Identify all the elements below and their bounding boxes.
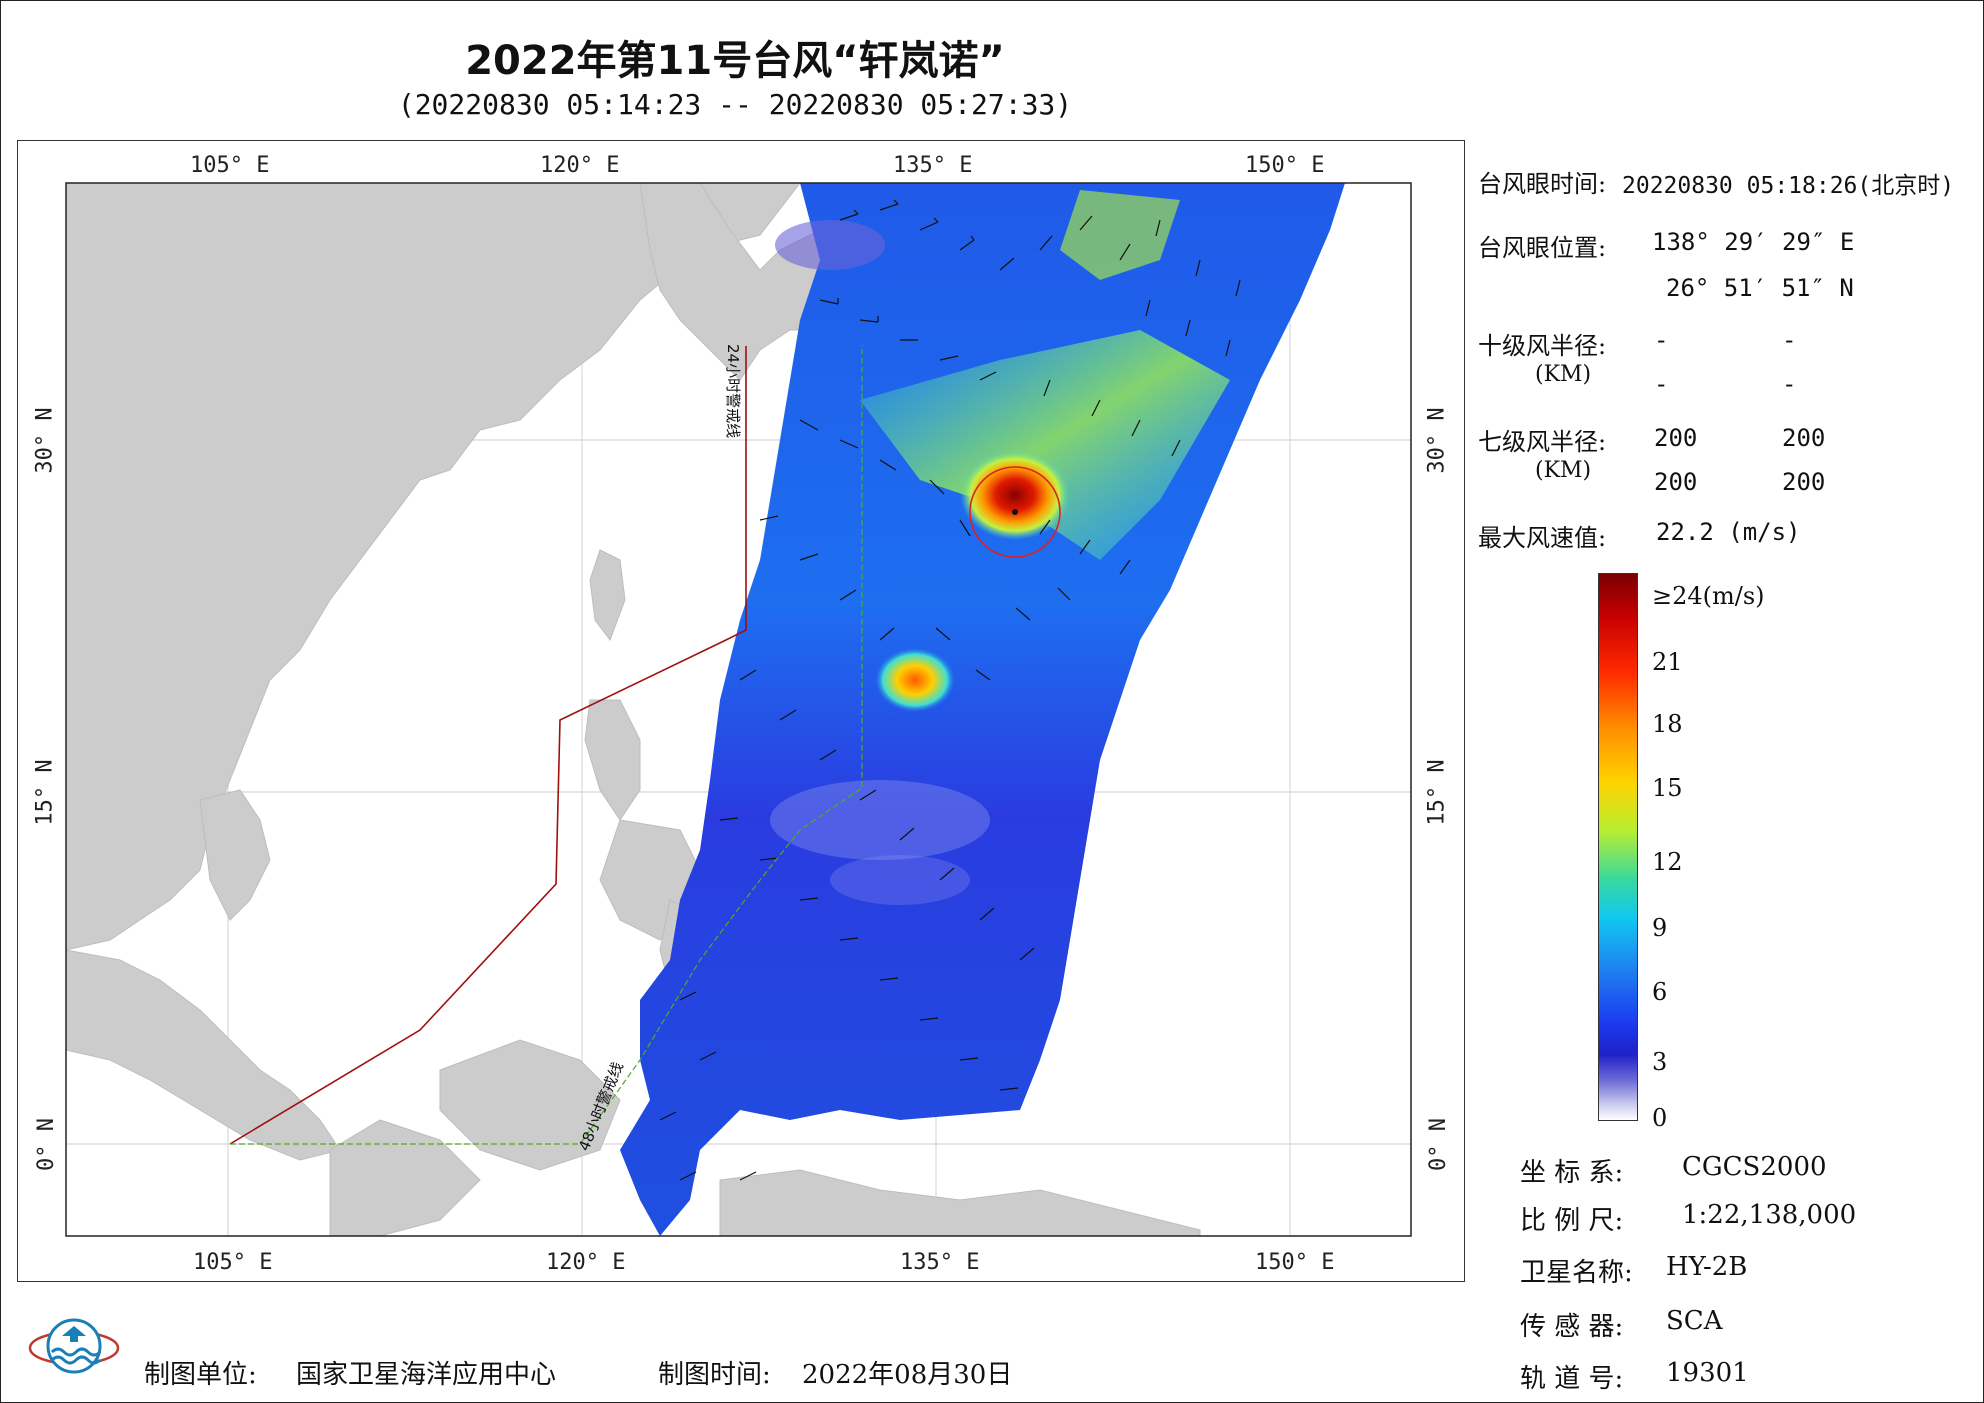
- nsoas-logo-icon: [28, 1318, 120, 1374]
- r10-value-1: -: [1654, 326, 1669, 354]
- colorbar-label-12: 12: [1652, 848, 1683, 876]
- colorbar-label-18: 18: [1652, 710, 1683, 738]
- r7-label: 七级风半径:: [1478, 428, 1607, 456]
- warning-line-24h: [229, 346, 747, 1145]
- wind-swath: [620, 183, 1345, 1236]
- colorbar-label-0: 0: [1652, 1104, 1668, 1132]
- lat-label-right-0: 0° N: [1425, 1118, 1451, 1171]
- orbit-label: 轨 道 号:: [1520, 1364, 1624, 1394]
- sensor-value: SCA: [1666, 1306, 1723, 1336]
- r10-km-label: (KM): [1535, 362, 1592, 387]
- orbit-value: 19301: [1666, 1358, 1749, 1388]
- r7-value-2: 200: [1782, 424, 1826, 452]
- eye-longitude: 138° 29′ 29″ E: [1652, 228, 1855, 256]
- lat-label-left-30: 30° N: [32, 407, 58, 474]
- colorbar-label-3: 3: [1652, 1048, 1668, 1076]
- typhoon-eye-circle: [969, 466, 1061, 558]
- r7-value-3: 200: [1654, 468, 1698, 496]
- eye-latitude: 26° 51′ 51″ N: [1666, 274, 1854, 302]
- wind-speed-colorbar: [1598, 573, 1638, 1121]
- warning-label-24h: 24小时警戒线: [724, 344, 742, 438]
- wind-barbs: [659, 199, 1241, 1181]
- max-wind-value: 22.2 (m/s): [1656, 518, 1801, 546]
- satellite-label: 卫星名称:: [1520, 1258, 1633, 1288]
- lon-label-top-135: 135° E: [893, 153, 973, 178]
- r10-value-3: -: [1654, 370, 1669, 398]
- map-title: 2022年第11号台风“轩岚诺”: [465, 38, 1005, 84]
- date-label: 制图时间:: [658, 1360, 771, 1390]
- lat-label-left-15: 15° N: [32, 759, 58, 826]
- producer-value: 国家卫星海洋应用中心: [296, 1360, 557, 1390]
- lat-label-left-0: 0° N: [33, 1118, 59, 1171]
- lon-label-bottom-120: 120° E: [546, 1250, 626, 1275]
- eye-time-label: 台风眼时间:: [1478, 170, 1607, 198]
- coord-system-value: CGCS2000: [1682, 1152, 1827, 1182]
- r7-km-label: (KM): [1535, 458, 1592, 483]
- r10-value-2: -: [1782, 326, 1797, 354]
- coord-system-label: 坐 标 系:: [1520, 1158, 1624, 1188]
- scale-value: 1:22,138,000: [1682, 1200, 1857, 1230]
- lon-label-bottom-135: 135° E: [900, 1250, 980, 1275]
- sensor-label: 传 感 器:: [1520, 1312, 1624, 1342]
- lon-label-bottom-105: 105° E: [193, 1250, 273, 1275]
- lon-label-top-120: 120° E: [540, 153, 620, 178]
- producer-label: 制图单位:: [144, 1360, 257, 1390]
- date-value: 2022年08月30日: [802, 1360, 1013, 1390]
- warning-line-48h: [230, 345, 863, 1145]
- max-wind-label: 最大风速值:: [1478, 524, 1607, 552]
- lat-label-right-15: 15° N: [1424, 759, 1450, 826]
- r7-value-1: 200: [1654, 424, 1698, 452]
- colorbar-label-9: 9: [1652, 914, 1668, 942]
- map-panel: [17, 140, 1465, 1282]
- r10-label: 十级风半径:: [1478, 332, 1607, 360]
- lon-label-top-105: 105° E: [190, 153, 270, 178]
- lon-label-bottom-150: 150° E: [1255, 1250, 1335, 1275]
- lat-label-right-30: 30° N: [1424, 407, 1450, 474]
- scale-label: 比 例 尺:: [1520, 1206, 1624, 1236]
- colorbar-label-6: 6: [1652, 978, 1668, 1006]
- colorbar-label-15: 15: [1652, 774, 1683, 802]
- eye-time-value: 20220830 05:18:26(北京时): [1622, 173, 1955, 199]
- r7-value-4: 200: [1782, 468, 1826, 496]
- lon-label-top-150: 150° E: [1245, 153, 1325, 178]
- eye-position-label: 台风眼位置:: [1478, 234, 1607, 262]
- map-subtitle: (20220830 05:14:23 -- 20220830 05:27:33): [397, 88, 1073, 121]
- colorbar-label-max: ≥24(m/s): [1652, 582, 1765, 610]
- satellite-value: HY-2B: [1666, 1252, 1748, 1282]
- colorbar-label-21: 21: [1652, 648, 1683, 676]
- r10-value-4: -: [1782, 370, 1797, 398]
